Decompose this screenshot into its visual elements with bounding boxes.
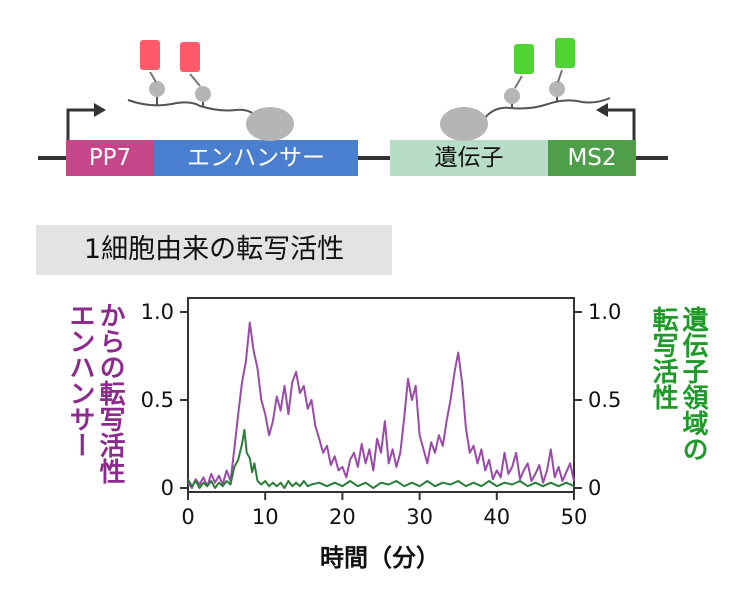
ms2-label: MS2 <box>567 145 617 171</box>
enhancer-activity-line <box>187 321 575 489</box>
gene-segment <box>390 140 548 176</box>
right-tick-label: 1.0 <box>588 300 621 324</box>
gene-construct-diagram <box>38 38 668 176</box>
right-axis: 0 0.5 1.0 <box>574 300 621 500</box>
left-tick-label: 0 <box>161 476 174 500</box>
pp7-rna-transcript <box>127 40 294 141</box>
enhancer-label: エンハンサー <box>187 145 325 171</box>
gene-label: 遺伝子 <box>434 145 504 171</box>
right-axis-label-line-1: 遺伝子領域の <box>678 306 708 462</box>
enhancer-segment <box>154 140 358 176</box>
promoter-arrow-left-icon <box>66 103 106 140</box>
ms2-protein-icon <box>514 44 534 74</box>
transcription-chart: 0 0.5 1.0 0 0.5 1.0 0 10 20 30 40 50 <box>141 297 621 529</box>
left-tick-label: 0.5 <box>141 388 174 412</box>
series-layer <box>187 321 575 489</box>
polymerase-icon <box>440 107 488 141</box>
chart-title: 1細胞由来の転写活性 <box>83 234 345 265</box>
x-tick-label: 0 <box>181 505 194 529</box>
right-tick-label: 0.5 <box>588 388 621 412</box>
promoter-arrow-right-icon <box>596 103 636 140</box>
polymerase-icon <box>246 107 294 141</box>
plot-area <box>187 297 575 493</box>
pp7-segment <box>66 140 154 176</box>
ms2-rna-transcript <box>440 38 611 141</box>
x-tick-label: 40 <box>483 505 510 529</box>
x-tick-label: 10 <box>252 505 279 529</box>
gene-activity-line <box>187 428 575 489</box>
pp7-label: PP7 <box>88 145 132 171</box>
x-axis: 0 10 20 30 40 50 <box>181 492 587 529</box>
title-box: 1細胞由来の転写活性 <box>36 225 392 275</box>
left-axis-label-line-1: エンハンサー <box>65 302 95 458</box>
left-tick-label: 1.0 <box>141 300 174 324</box>
right-axis-label-line-2: 転写活性 <box>648 306 678 410</box>
ms2-segment <box>548 140 636 176</box>
ms2-protein-icon <box>555 38 575 68</box>
x-tick-label: 20 <box>329 505 356 529</box>
pp7-protein-icon <box>140 40 160 70</box>
pp7-protein-icon <box>180 42 200 72</box>
right-tick-label: 0 <box>588 476 601 500</box>
left-axis: 0 0.5 1.0 <box>141 300 188 500</box>
left-axis-label-line-2: からの転写活性 <box>95 302 125 484</box>
x-tick-label: 50 <box>561 505 588 529</box>
x-axis-label: 時間（分） <box>320 544 440 572</box>
x-tick-label: 30 <box>406 505 433 529</box>
